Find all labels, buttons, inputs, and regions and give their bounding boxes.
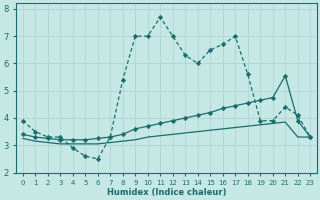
X-axis label: Humidex (Indice chaleur): Humidex (Indice chaleur)	[107, 188, 226, 197]
